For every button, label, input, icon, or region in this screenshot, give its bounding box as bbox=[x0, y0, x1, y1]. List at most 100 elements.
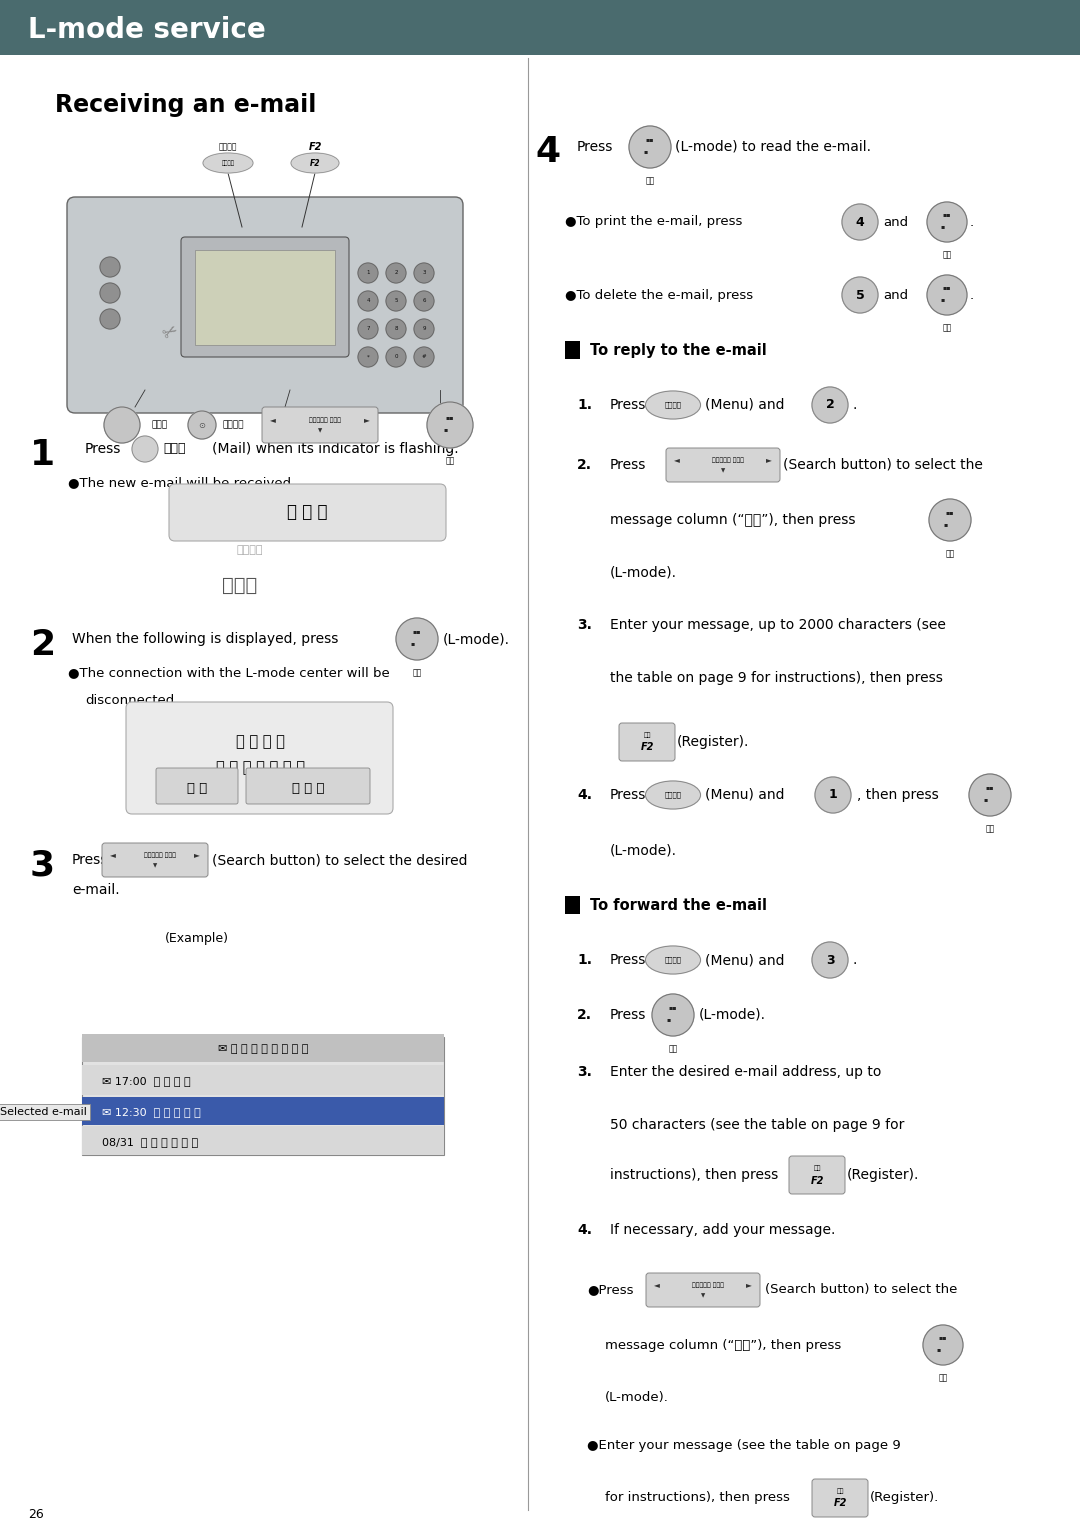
Circle shape bbox=[929, 499, 971, 542]
Circle shape bbox=[414, 262, 434, 282]
Text: 登録: 登録 bbox=[836, 1489, 843, 1494]
FancyBboxPatch shape bbox=[789, 1157, 845, 1193]
Circle shape bbox=[357, 319, 378, 339]
Text: 3.: 3. bbox=[577, 618, 592, 632]
Text: ・・・: ・・・ bbox=[222, 575, 258, 595]
Text: 決定: 決定 bbox=[939, 1373, 947, 1383]
Ellipse shape bbox=[203, 153, 253, 172]
Text: ◄: ◄ bbox=[110, 850, 116, 859]
Text: (L-mode).: (L-mode). bbox=[610, 842, 677, 858]
Text: 08/31  遊 び に 行 こ う: 08/31 遊 び に 行 こ う bbox=[102, 1137, 198, 1148]
Text: ▪: ▪ bbox=[666, 1018, 671, 1022]
Text: 1.: 1. bbox=[577, 954, 592, 967]
Text: ◄: ◄ bbox=[654, 1280, 660, 1289]
Text: *: * bbox=[366, 354, 369, 360]
Text: 4: 4 bbox=[366, 299, 369, 304]
Text: 決定: 決定 bbox=[943, 324, 951, 333]
Text: 決定: 決定 bbox=[646, 177, 654, 186]
FancyBboxPatch shape bbox=[181, 237, 349, 357]
Text: To forward the e-mail: To forward the e-mail bbox=[590, 897, 767, 913]
Text: (Menu) and: (Menu) and bbox=[705, 954, 784, 967]
Text: ●Enter your message (see the table on page 9: ●Enter your message (see the table on pa… bbox=[588, 1439, 901, 1451]
FancyBboxPatch shape bbox=[156, 768, 238, 804]
Text: 1: 1 bbox=[828, 789, 837, 801]
Text: 決定: 決定 bbox=[413, 668, 421, 678]
Text: 6: 6 bbox=[422, 299, 426, 304]
Text: ▪▪: ▪▪ bbox=[943, 285, 951, 290]
Text: ▪▪: ▪▪ bbox=[413, 630, 421, 635]
Text: 決定: 決定 bbox=[945, 549, 955, 559]
Text: ✉ 受 信 メ ー ル の 一 覧: ✉ 受 信 メ ー ル の 一 覧 bbox=[218, 1044, 308, 1054]
Text: 1: 1 bbox=[366, 270, 369, 276]
FancyBboxPatch shape bbox=[619, 723, 675, 761]
Text: 3: 3 bbox=[826, 954, 835, 966]
Text: 26: 26 bbox=[28, 1509, 44, 1521]
Text: F2: F2 bbox=[640, 743, 653, 752]
Text: 50 characters (see the table on page 9 for: 50 characters (see the table on page 9 f… bbox=[610, 1119, 904, 1132]
Circle shape bbox=[100, 282, 120, 304]
Text: メール: メール bbox=[163, 443, 186, 455]
FancyBboxPatch shape bbox=[246, 768, 370, 804]
Text: 両ダイヤル 電話帳: 両ダイヤル 電話帳 bbox=[712, 458, 744, 462]
Ellipse shape bbox=[646, 781, 701, 809]
FancyBboxPatch shape bbox=[67, 197, 463, 414]
Text: (Register).: (Register). bbox=[870, 1491, 940, 1505]
Text: (Search button) to select the desired: (Search button) to select the desired bbox=[212, 853, 468, 867]
Circle shape bbox=[652, 993, 694, 1036]
Text: ▪: ▪ bbox=[941, 298, 945, 302]
Text: ストップ: ストップ bbox=[222, 421, 243, 429]
Circle shape bbox=[842, 278, 878, 313]
Text: メニュー: メニュー bbox=[221, 160, 234, 166]
Circle shape bbox=[414, 319, 434, 339]
Text: F2: F2 bbox=[310, 159, 321, 168]
Text: (L-mode) to read the e-mail.: (L-mode) to read the e-mail. bbox=[675, 140, 870, 154]
Text: ▼: ▼ bbox=[701, 1294, 705, 1299]
Text: F2: F2 bbox=[810, 1175, 824, 1186]
Text: .: . bbox=[853, 954, 858, 967]
Text: ▪▪: ▪▪ bbox=[943, 212, 951, 218]
Text: Press: Press bbox=[610, 1009, 646, 1022]
Text: ▪▪: ▪▪ bbox=[986, 786, 995, 790]
Text: (Menu) and: (Menu) and bbox=[705, 398, 784, 412]
Text: (L-mode).: (L-mode). bbox=[610, 565, 677, 578]
Text: 4: 4 bbox=[855, 215, 864, 229]
Text: message column (“本文”), then press: message column (“本文”), then press bbox=[610, 513, 855, 526]
Text: ▼: ▼ bbox=[153, 864, 157, 868]
FancyBboxPatch shape bbox=[82, 1035, 444, 1062]
Text: 2.: 2. bbox=[577, 458, 592, 472]
Text: 両ダイヤル 電話帳: 両ダイヤル 電話帳 bbox=[692, 1282, 724, 1288]
Text: Press: Press bbox=[577, 140, 613, 154]
Text: 7: 7 bbox=[366, 327, 369, 331]
Text: ▪: ▪ bbox=[944, 522, 948, 528]
Text: 両ダイヤル 電話帳: 両ダイヤル 電話帳 bbox=[144, 852, 176, 858]
Text: 受 信 完 了: 受 信 完 了 bbox=[235, 734, 284, 749]
FancyBboxPatch shape bbox=[0, 0, 1080, 55]
Circle shape bbox=[427, 401, 473, 449]
Text: (Register).: (Register). bbox=[677, 736, 750, 749]
Circle shape bbox=[357, 346, 378, 366]
Text: (L-mode).: (L-mode). bbox=[699, 1009, 766, 1022]
Circle shape bbox=[927, 201, 967, 243]
Text: When the following is displayed, press: When the following is displayed, press bbox=[72, 632, 338, 645]
Text: ▪: ▪ bbox=[644, 150, 648, 154]
FancyBboxPatch shape bbox=[262, 407, 378, 443]
Circle shape bbox=[357, 262, 378, 282]
Text: 両ダイヤル 電話帳: 両ダイヤル 電話帳 bbox=[309, 417, 341, 423]
Circle shape bbox=[100, 256, 120, 278]
Text: ✉ 12:30  こ ん に ち は: ✉ 12:30 こ ん に ち は bbox=[102, 1106, 201, 1117]
Circle shape bbox=[386, 319, 406, 339]
Text: 2: 2 bbox=[825, 398, 835, 412]
Text: , then press: , then press bbox=[858, 787, 939, 803]
Text: 登録: 登録 bbox=[644, 732, 651, 739]
Text: ▪: ▪ bbox=[936, 1347, 941, 1352]
Text: Press: Press bbox=[610, 458, 646, 472]
Text: (Menu) and: (Menu) and bbox=[705, 787, 784, 803]
FancyBboxPatch shape bbox=[102, 842, 208, 877]
Text: ●To delete the e-mail, press: ●To delete the e-mail, press bbox=[565, 288, 753, 302]
Polygon shape bbox=[565, 896, 580, 914]
Text: ▼: ▼ bbox=[720, 468, 725, 473]
Circle shape bbox=[188, 410, 216, 439]
Text: ●The connection with the L-mode center will be: ●The connection with the L-mode center w… bbox=[68, 667, 390, 679]
FancyBboxPatch shape bbox=[646, 1273, 760, 1306]
Text: ▪: ▪ bbox=[984, 798, 988, 803]
